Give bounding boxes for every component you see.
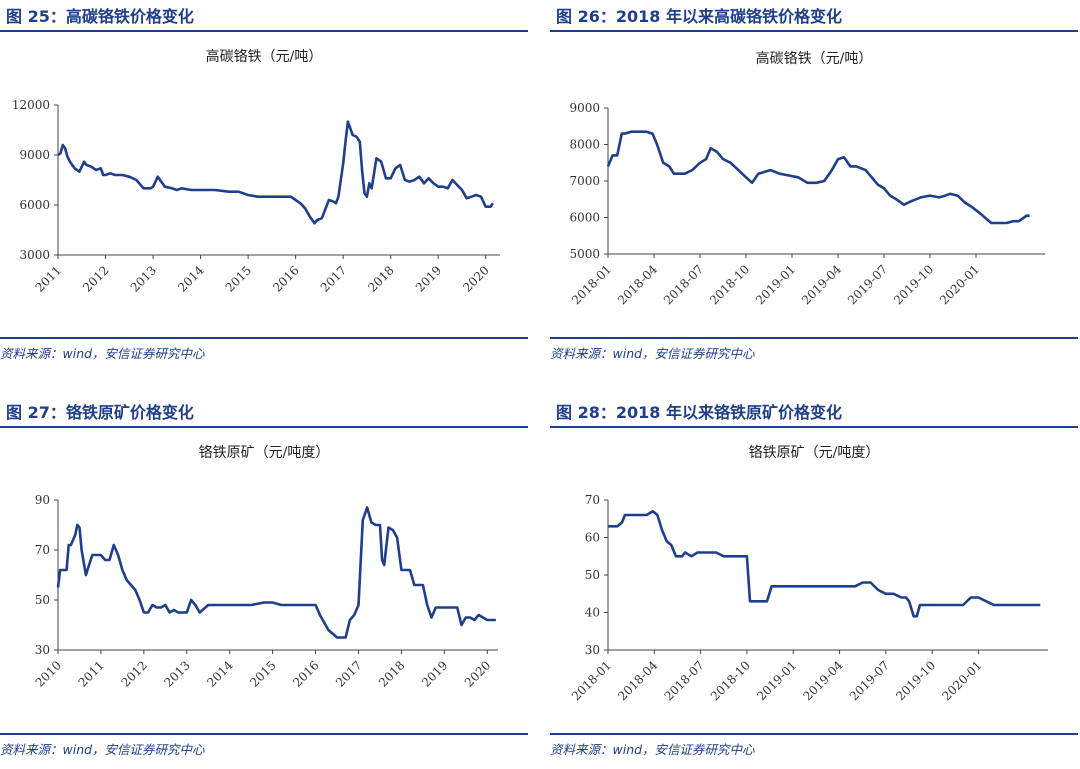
x-tick-label: 2012 [118,658,149,689]
chart-title: 高碳铬铁（元/吨） [205,49,323,65]
series-line [57,120,494,225]
x-tick-label: 2020-01 [937,262,982,307]
x-tick-label: 2010 [33,658,64,689]
y-tick-label: 7000 [569,174,600,188]
panel-fig25: 图 25：高碳铬铁价格变化 高碳铬铁（元/吨） 3000 6000 9000 1200… [0,0,528,369]
x-tick-label: 2020 [460,263,491,294]
panel-header: 图 28：2018 年以来铬铁原矿价格变化 [550,396,1078,428]
chart-title: 高碳铬铁（元/吨） [755,51,873,67]
y-tick-label: 90 [35,493,50,507]
x-tick-label: 2018-01 [569,262,614,307]
panel-header: 图 26：2018 年以来高碳铬铁价格变化 [550,0,1078,32]
source-note: 资料来源：wind，安信证券研究中心 [550,337,1078,362]
x-tick-label: 2019-10 [891,262,936,307]
chart-title: 铬铁原矿（元/吨度） [198,445,330,461]
y-tick-label: 30 [35,643,50,657]
source-note: 资料来源：wind，安信证券研究中心 [550,733,1078,758]
x-tick-label: 2015 [223,263,254,294]
x-tick-label: 2011 [76,658,107,689]
source-note: 资料来源：wind，安信证券研究中心 [0,337,528,362]
series-line [56,506,496,639]
y-tick-label: 70 [585,493,600,507]
x-tick-label: 2018 [376,658,407,689]
x-tick-label: 2020-01 [939,658,984,703]
x-tick-label: 2018-04 [615,658,660,703]
y-tick-label: 60 [585,531,600,545]
x-tick-label: 2018-01 [569,658,614,703]
panel-header: 图 27：铬铁原矿价格变化 [0,396,528,428]
y-tick-label: 8000 [569,138,600,152]
x-tick-label: 2015 [247,658,278,689]
x-tick-label: 2014 [204,658,236,690]
y-tick-label: 6000 [19,198,50,212]
y-tick-label: 9000 [19,148,50,162]
x-tick-label: 2016 [270,263,301,294]
x-tick-label: 2018-07 [662,658,707,703]
x-tick-label: 2019-10 [893,658,938,703]
y-tick-label: 9000 [569,101,600,115]
x-tick-label: 2013 [128,263,159,294]
y-tick-label: 70 [35,543,50,557]
x-tick-label: 2019 [419,658,450,689]
y-tick-label: 3000 [19,248,50,262]
y-tick-label: 12000 [12,98,50,112]
chart-svg: 30 50 70 90 2010 2011 2012 2013 2014 2015 2016 2017… [33,493,498,690]
x-tick-label: 2013 [161,658,192,689]
y-tick-label: 50 [35,593,50,607]
x-tick-label: 2017 [318,263,349,294]
x-tick-label: 2018-07 [661,262,706,307]
x-tick-label: 2019-04 [801,658,846,703]
panel-fig28: 图 28：2018 年以来铬铁原矿价格变化 铬铁原矿（元/吨度） 30 40 50 6… [550,396,1078,769]
x-tick-label: 2020 [462,658,493,689]
x-tick-label: 2019-01 [754,658,799,703]
x-tick-label: 2018-10 [707,262,752,307]
x-tick-label: 2011 [33,263,64,294]
y-tick-label: 30 [585,643,600,657]
x-tick-label: 2019-01 [753,262,798,307]
y-tick-label: 50 [585,568,600,582]
y-tick-label: 6000 [569,211,600,225]
chart-title: 铬铁原矿（元/吨度） [748,445,880,461]
y-tick-label: 40 [585,606,600,620]
panel-fig26: 图 26：2018 年以来高碳铬铁价格变化 高碳铬铁（元/吨） 5000 6000… [550,0,1078,369]
x-tick-label: 2012 [80,263,111,294]
chart-svg: 5000 6000 7000 8000 9000 2018-01 2018-04 2018-0… [569,101,1045,307]
x-tick-label: 2016 [290,658,321,689]
panel-header-text: 图 28：2018 年以来铬铁原矿价格变化 [556,403,842,422]
series-line [606,130,1030,225]
panel-header-text: 图 26：2018 年以来高碳铬铁价格变化 [556,7,842,26]
panel-header-text: 图 25：高碳铬铁价格变化 [6,7,194,26]
panel-header-text: 图 27：铬铁原矿价格变化 [6,403,194,422]
series-line [608,509,1041,618]
x-tick-label: 2019 [413,263,444,294]
panel-header: 图 25：高碳铬铁价格变化 [0,0,528,32]
x-tick-label: 2018 [365,263,396,294]
panel-fig27: 图 27：铬铁原矿价格变化 铬铁原矿（元/吨度） 30 50 70 90 2010 201… [0,396,528,769]
x-tick-label: 2018-04 [615,262,660,307]
y-tick-label: 5000 [569,247,600,261]
source-note: 资料来源：wind，安信证券研究中心 [0,733,528,758]
x-tick-label: 2014 [175,263,207,295]
x-tick-label: 2019-07 [847,658,892,703]
x-tick-label: 2019-04 [799,262,844,307]
x-tick-label: 2019-07 [845,262,890,307]
chart-svg: 3000 6000 9000 12000 2011 2012 2013 2014 2015 201… [12,98,500,295]
x-tick-label: 2017 [333,658,364,689]
x-tick-label: 2018-10 [708,658,753,703]
